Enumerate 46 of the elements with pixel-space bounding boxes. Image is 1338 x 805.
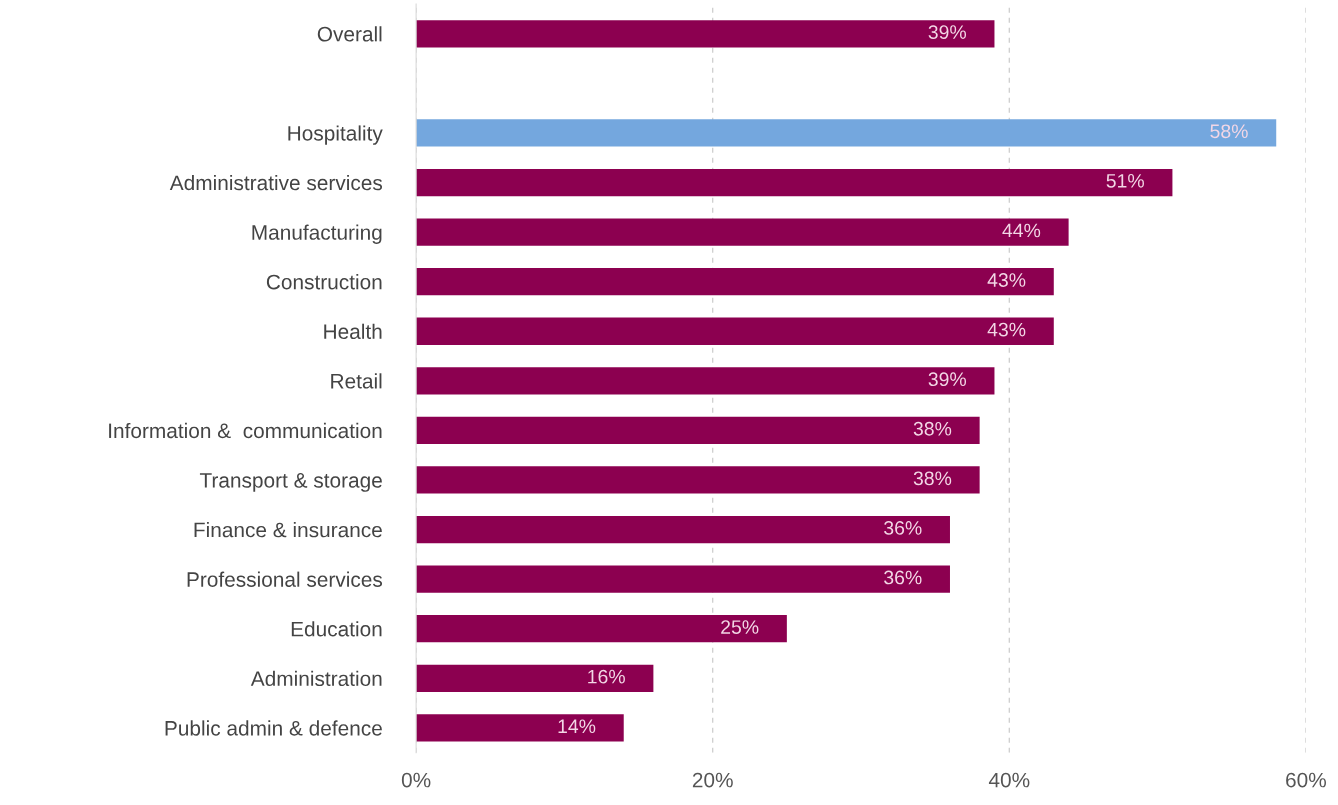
x-tick-label: 60%	[1286, 772, 1326, 788]
data-label: 36%	[884, 570, 922, 585]
y-tick-label: Administrative services	[169, 174, 383, 191]
data-label: 14%	[558, 719, 596, 734]
data-label: 58%	[1210, 124, 1248, 139]
y-tick-label: Manufacturing	[252, 224, 382, 244]
y-tick-label: Hospitality	[288, 125, 383, 145]
y-tick-label: Information & communication	[109, 422, 382, 439]
bar	[416, 268, 1054, 296]
bar	[416, 416, 980, 445]
bar	[416, 615, 787, 643]
bar	[416, 119, 1277, 147]
bar	[416, 168, 1173, 197]
data-label: 38%	[913, 471, 952, 486]
data-label: 43%	[987, 273, 1026, 287]
data-label: 39%	[928, 372, 967, 387]
y-tick-label: Professional services	[187, 571, 383, 587]
y-tick-label: Transport & storage	[199, 473, 382, 492]
y-tick-label: Education	[291, 621, 382, 637]
data-label: 38%	[913, 421, 952, 436]
y-tick-label: Overall	[317, 26, 382, 42]
bar	[416, 565, 950, 593]
x-tick-label: 0%	[401, 772, 431, 788]
y-tick-label: Construction	[266, 274, 382, 290]
bar	[416, 218, 1069, 246]
bar	[416, 466, 980, 494]
data-label: 43%	[987, 322, 1026, 337]
x-tick-label: 20%	[692, 772, 733, 788]
y-tick-label: Health	[324, 323, 382, 339]
y-tick-label: Administration	[250, 670, 382, 687]
y-tick-label: Finance & insurance	[194, 522, 382, 538]
bar	[416, 20, 995, 48]
data-label: 25%	[721, 620, 759, 634]
x-tick-label: 40%	[988, 772, 1030, 788]
bar	[416, 714, 624, 742]
bar	[416, 664, 654, 692]
bar	[416, 367, 995, 395]
data-label: 39%	[928, 25, 967, 39]
y-tick-label: Public admin & defence	[165, 720, 382, 736]
data-label: 36%	[884, 521, 922, 535]
bar	[416, 317, 1054, 345]
data-label: 16%	[588, 669, 625, 684]
data-label: 44%	[1002, 223, 1041, 238]
data-label: 51%	[1106, 174, 1144, 188]
bar	[416, 515, 950, 544]
y-tick-label: Retail	[331, 373, 382, 389]
